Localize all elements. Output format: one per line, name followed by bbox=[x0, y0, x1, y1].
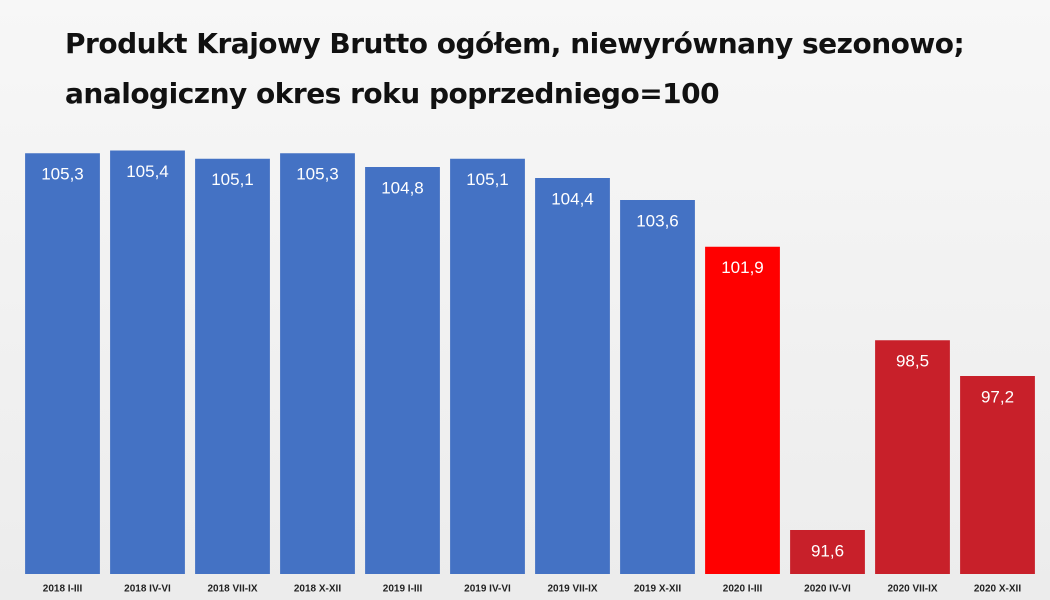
x-tick-label: 2018 X-XII bbox=[294, 584, 341, 595]
value-label: 101,9 bbox=[721, 258, 764, 277]
x-tick-label: 2018 VII-IX bbox=[207, 584, 257, 595]
value-label: 104,8 bbox=[381, 178, 424, 197]
value-label: 105,4 bbox=[126, 162, 169, 181]
x-tick-label: 2019 VII-IX bbox=[547, 584, 597, 595]
bar bbox=[25, 153, 100, 574]
x-tick-label: 2019 X-XII bbox=[634, 584, 681, 595]
x-tick-label: 2020 X-XII bbox=[974, 584, 1021, 595]
bar bbox=[875, 340, 950, 574]
bar bbox=[195, 158, 270, 574]
value-label: 105,3 bbox=[41, 165, 84, 184]
x-tick-label: 2019 IV-VI bbox=[464, 584, 511, 595]
x-tick-label: 2020 IV-VI bbox=[804, 584, 851, 595]
bar bbox=[535, 178, 610, 574]
x-tick-label: 2018 I-III bbox=[43, 584, 83, 595]
bar bbox=[450, 158, 525, 574]
value-label: 105,3 bbox=[296, 165, 339, 184]
value-label: 98,5 bbox=[896, 352, 929, 371]
chart-title: analogiczny okres roku poprzedniego=100 bbox=[65, 77, 719, 110]
x-tick-label: 2020 I-III bbox=[723, 584, 763, 595]
bar bbox=[790, 530, 865, 574]
bar bbox=[280, 153, 355, 574]
value-label: 105,1 bbox=[466, 170, 509, 189]
value-label: 97,2 bbox=[981, 387, 1014, 406]
bar bbox=[620, 200, 695, 574]
value-label: 104,4 bbox=[551, 189, 594, 208]
value-label: 105,1 bbox=[211, 170, 254, 189]
chart-title: Produkt Krajowy Brutto ogółem, niewyrówn… bbox=[65, 27, 964, 60]
bar bbox=[705, 246, 780, 574]
x-tick-label: 2020 VII-IX bbox=[887, 584, 937, 595]
x-tick-label: 2019 I-III bbox=[383, 584, 423, 595]
bar bbox=[365, 167, 440, 574]
bar bbox=[960, 376, 1035, 574]
value-label: 103,6 bbox=[636, 211, 679, 230]
x-tick-label: 2018 IV-VI bbox=[124, 584, 171, 595]
value-label: 91,6 bbox=[811, 541, 844, 560]
bar bbox=[110, 150, 185, 574]
